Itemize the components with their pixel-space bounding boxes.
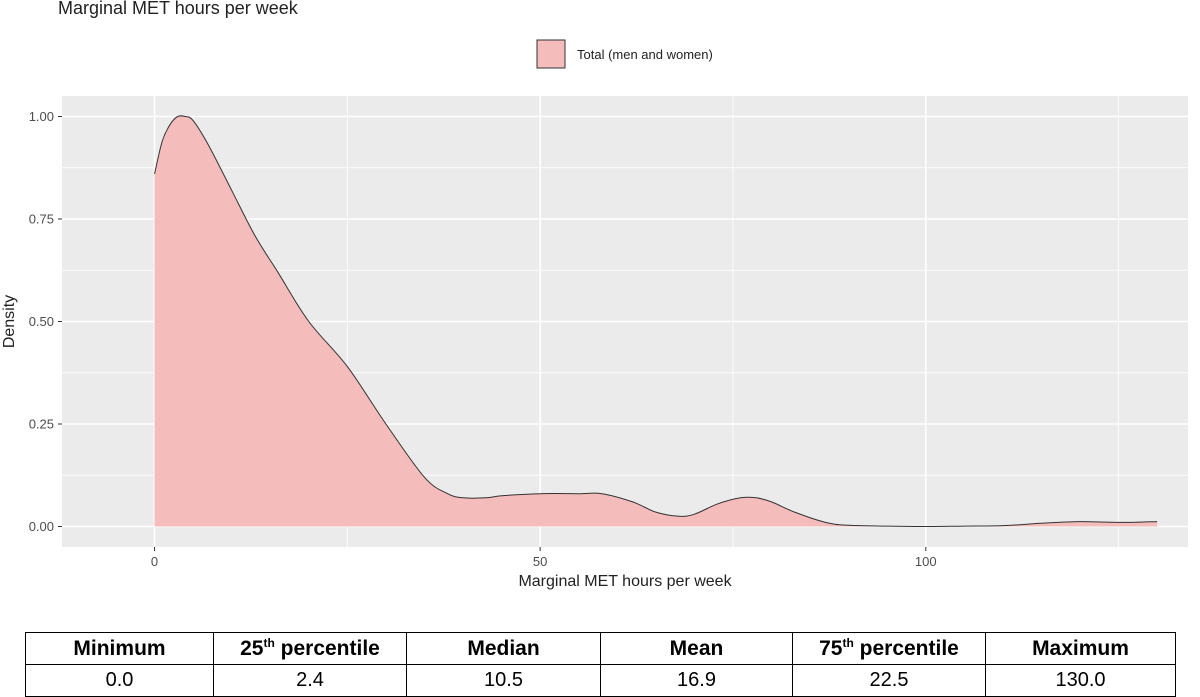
header-maximum: Maximum — [985, 632, 1176, 665]
header-75th-percentile: 75th percentile — [792, 632, 986, 665]
value-minimum: 0.0 — [25, 664, 214, 697]
density-chart: 0.00 0.25 0.50 0.75 1.00 0 50 100 Marginal MET h… — [1, 39, 1188, 590]
value-mean: 16.9 — [600, 664, 793, 697]
header-minimum: Minimum — [25, 632, 214, 665]
x-tick-label: 0 — [151, 554, 158, 569]
y-tick-label: 0.00 — [29, 519, 54, 534]
density-line-series-0 — [154, 115, 1158, 528]
x-tick-label: 100 — [915, 554, 937, 569]
legend-label-series-0: Total (men and women) — [577, 47, 713, 62]
header-mean: Mean — [600, 632, 793, 665]
legend-key-series-0 — [536, 39, 566, 69]
table-header-row: Minimum 25th percentile Median Mean 75th… — [25, 632, 1176, 665]
density-area-series-0 — [154, 115, 1158, 527]
value-75th-percentile: 22.5 — [792, 664, 986, 697]
header-25th-percentile: 25th percentile — [213, 632, 407, 665]
value-maximum: 130.0 — [985, 664, 1176, 697]
value-25th-percentile: 2.4 — [213, 664, 407, 697]
value-median: 10.5 — [406, 664, 601, 697]
x-tick-label: 50 — [533, 554, 547, 569]
table-row: 0.0 2.4 10.5 16.9 22.5 130.0 — [25, 664, 1176, 697]
y-tick-label: 0.25 — [29, 417, 54, 432]
header-median: Median — [406, 632, 601, 665]
y-tick-label: 0.50 — [29, 314, 54, 329]
x-axis-title: Marginal MET hours per week — [518, 573, 732, 590]
y-tick-label: 1.00 — [29, 109, 54, 124]
y-axis-title: Density — [1, 295, 18, 348]
summary-statistics-table: Minimum 25th percentile Median Mean 75th… — [25, 632, 1176, 697]
chart-title: Marginal MET hours per week — [58, 0, 298, 18]
y-tick-label: 0.75 — [29, 212, 54, 227]
